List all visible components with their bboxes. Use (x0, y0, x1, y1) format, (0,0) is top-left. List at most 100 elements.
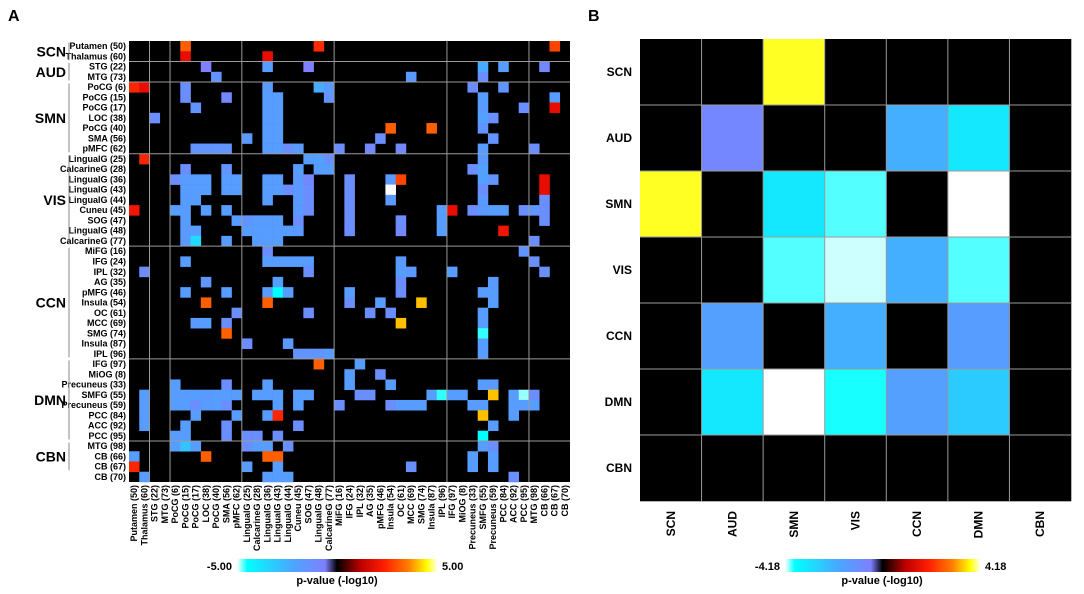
heatmap-b-cell (886, 369, 949, 436)
heatmap-a-cell (262, 133, 273, 144)
heatmap-a-cell (344, 184, 355, 196)
heatmap-a-row-label: Precuneus (59) (61, 400, 126, 410)
heatmap-a-column-label: pMFG (46) (375, 485, 385, 529)
heatmap-b-row-label: CCN (606, 329, 632, 343)
heatmap-b-cell (824, 303, 887, 370)
heatmap-a-cell (282, 225, 294, 237)
heatmap-a-row-label: ACC (92) (88, 421, 126, 431)
heatmap-b-cell (763, 105, 826, 172)
network-group-label: VIS (43, 192, 66, 208)
heatmap-a-cell (252, 215, 263, 226)
panel-a-colorbar-min-label: -5.00 (207, 561, 232, 573)
heatmap-a-cell (364, 143, 376, 155)
heatmap-a-cell (262, 51, 273, 62)
heatmap-a-column-label: PoCG (6) (170, 485, 180, 524)
heatmap-b-cell (701, 303, 764, 370)
heatmap-a-row-label: Insula (54) (81, 298, 126, 308)
heatmap-a-cell (477, 143, 489, 155)
heatmap-a-cell (508, 389, 520, 401)
panel-a-network-group-labels: SCN AUD SMN VIS CCN DMN CBN (34, 42, 70, 471)
heatmap-a-column-label: LingualG (44) (283, 485, 293, 543)
heatmap-a-column-label: PCC (95) (519, 485, 529, 523)
heatmap-a-cell (180, 174, 191, 185)
heatmap-a-cell (446, 266, 458, 278)
heatmap-b-column-label: SCN (664, 511, 678, 536)
heatmap-a-cell (262, 61, 273, 73)
heatmap-a-cell (262, 123, 273, 134)
heatmap-a-column-label: LingualG (48) (314, 485, 324, 543)
heatmap-a-cell (498, 61, 509, 73)
heatmap-a-cell (313, 358, 325, 370)
heatmap-a-row-label: AG (35) (94, 277, 126, 287)
heatmap-a-row-label: IFG (97) (92, 359, 126, 369)
heatmap-a-column-label: Insula (87) (427, 485, 437, 530)
heatmap-a-cell (180, 164, 191, 175)
heatmap-b-cell (824, 39, 887, 106)
panel-letter-a: A (8, 8, 20, 25)
heatmap-a-cell (221, 92, 232, 103)
heatmap-b-cell (824, 105, 887, 172)
heatmap-a-cell (262, 471, 273, 483)
heatmap-a-cell (539, 61, 550, 73)
heatmap-a-column-label: Precuneus (33) (468, 485, 478, 550)
panel-b-colorbar-gradient (785, 559, 980, 572)
heatmap-a-cell (518, 246, 530, 257)
heatmap-a-column-label: OC (61) (396, 485, 406, 517)
heatmap-a-cell (139, 266, 150, 278)
heatmap-b-cell (1009, 171, 1072, 238)
heatmap-a-cell (518, 399, 530, 411)
heatmap-a-column-label: IPL (32) (355, 485, 365, 517)
panel-a-colorbar-max-label: 5.00 (442, 561, 463, 573)
heatmap-a-cell (262, 92, 273, 103)
heatmap-a-cell (344, 174, 355, 185)
heatmap-a-cell (139, 399, 150, 411)
heatmap-a-cell (252, 235, 263, 247)
panel-b-heatmap: SCN AUD SMN VIS CCN DMN CBN SCN AUD SMN VIS CCN DMN… (605, 39, 1072, 538)
heatmap-a-column-label: CB (67) (550, 485, 560, 517)
panel-a-colorbar: -5.00 5.00 p-value (-log10) (207, 559, 463, 587)
heatmap-a-column-label: MiOG (8) (457, 485, 467, 523)
heatmap-a-cell (272, 133, 284, 144)
heatmap-a-column-label: ACC (92) (509, 485, 519, 523)
heatmap-b-cell (886, 237, 949, 304)
heatmap-b-column-label: DMN (972, 511, 986, 538)
heatmap-a-cell (200, 399, 212, 411)
heatmap-b-cell (824, 237, 887, 304)
heatmap-a-cell (262, 82, 273, 93)
heatmap-a-cell (293, 164, 304, 175)
heatmap-a-cell (344, 194, 355, 206)
heatmap-a-row-label: LingualG (44) (68, 195, 126, 205)
heatmap-a-cell (385, 184, 396, 196)
heatmap-b-cell (947, 105, 1010, 172)
heatmap-a-cell (190, 184, 202, 196)
heatmap-b-row-label: SCN (607, 65, 632, 79)
heatmap-b-cell (824, 435, 887, 502)
heatmap-a-row-label: pMFG (46) (82, 287, 126, 297)
panel-b-colorbar-min-label: -4.18 (755, 561, 780, 573)
heatmap-a-cell (395, 174, 407, 185)
heatmap-a-cell (200, 205, 212, 216)
heatmap-a-cell (272, 461, 284, 473)
heatmap-a-cell (180, 92, 191, 103)
panel-a-row-labels: Putamen (50)Thalamus (60)STG (22)MTG (73… (60, 41, 126, 482)
panel-a-group-dividers (129, 41, 570, 482)
heatmap-a-cell (190, 194, 202, 206)
heatmap-a-cell (313, 164, 325, 175)
heatmap-a-cell (303, 348, 314, 360)
heatmap-a-cell (282, 338, 294, 349)
heatmap-a-cell (539, 174, 550, 185)
heatmap-a-column-label: AG (35) (365, 485, 375, 517)
heatmap-a-cell (282, 440, 294, 452)
heatmap-a-cell (262, 297, 273, 308)
heatmap-a-cell (467, 461, 478, 473)
heatmap-a-cell (241, 461, 253, 473)
heatmap-a-cell (293, 215, 304, 226)
heatmap-b-cell (886, 105, 949, 172)
heatmap-b-cell (640, 435, 702, 502)
heatmap-a-cell (487, 297, 499, 308)
heatmap-a-cell (282, 471, 294, 483)
heatmap-b-cell (701, 369, 764, 436)
heatmap-b-cell (1009, 105, 1072, 172)
heatmap-a-cell (385, 399, 396, 411)
heatmap-a-cell (272, 276, 284, 288)
